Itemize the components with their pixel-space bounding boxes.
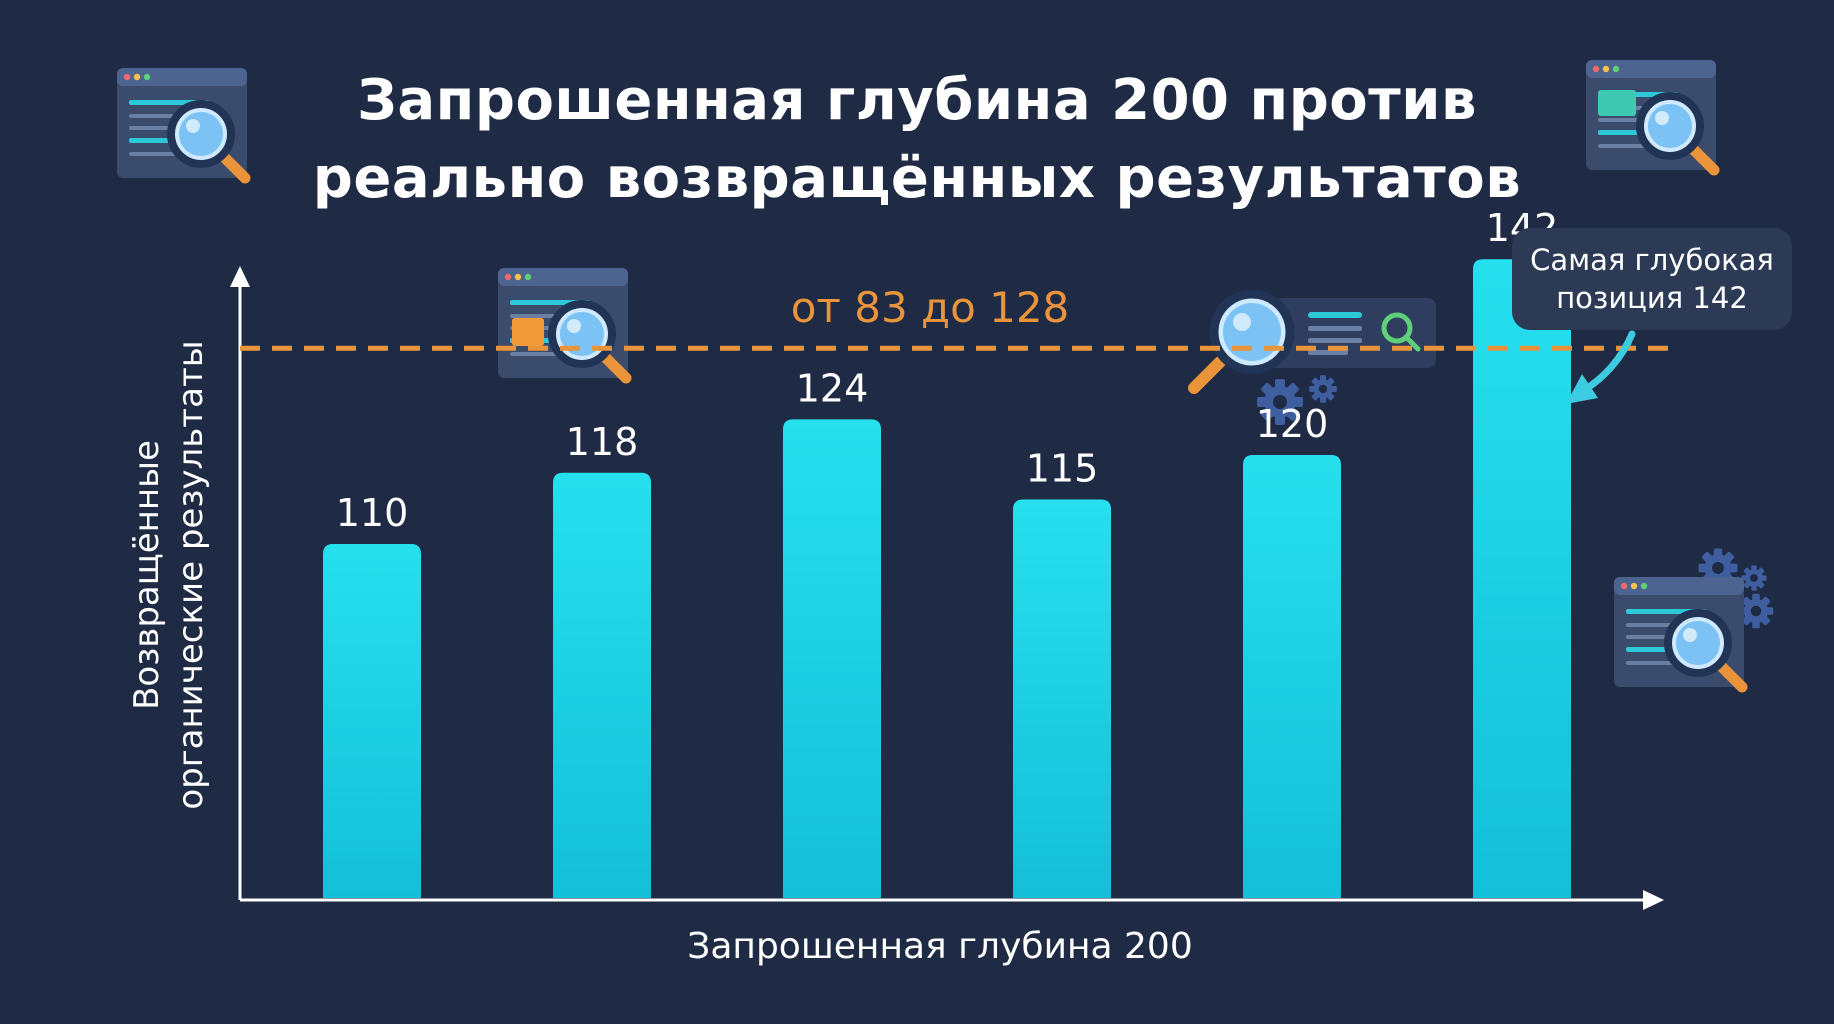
chart-title: Запрошенная глубина 200 против реально в… [0, 62, 1834, 218]
data-label-4: 115 [1026, 447, 1099, 491]
reference-layer: от 83 до 128 [240, 283, 1668, 351]
reference-line-label: от 83 до 128 [791, 283, 1070, 332]
y-axis-arrow [230, 266, 250, 287]
gear-icon [1309, 375, 1337, 403]
browser-search-icon [1614, 577, 1744, 687]
bar-6 [1473, 259, 1571, 898]
bar-4 [1013, 499, 1111, 898]
browser-search-icon [498, 268, 628, 378]
data-label-1: 110 [336, 491, 409, 535]
x-axis-label: Запрошенная глубина 200 [687, 926, 1193, 967]
magnifier-icon [1188, 289, 1436, 394]
bar-2 [553, 472, 651, 898]
callout-line-1: Самая глубокая [1530, 243, 1774, 277]
title-line-1: Запрошенная глубина 200 против [357, 68, 1477, 133]
bar-1 [323, 544, 421, 898]
gear-icon [1741, 565, 1767, 591]
y-axis-label-line-2: органические результаты [171, 340, 211, 810]
bar-3 [783, 419, 881, 898]
browser-search-icon [1586, 60, 1716, 170]
callout-box: Самая глубокая позиция 142 [1512, 228, 1792, 330]
data-label-3: 124 [796, 366, 869, 410]
x-axis-arrow [1643, 890, 1664, 910]
data-label-5: 120 [1256, 402, 1329, 446]
data-label-2: 118 [566, 420, 639, 464]
title-line-2: реально возвращённых результатов [312, 146, 1522, 211]
y-axis-label: Возвращённые органические результаты [125, 275, 213, 875]
bar-5 [1243, 455, 1341, 898]
y-axis-label-line-1: Возвращённые [127, 440, 167, 710]
callout-arrow-icon [1566, 330, 1636, 404]
callout-line-2: позиция 142 [1556, 281, 1748, 315]
bars-layer [323, 259, 1571, 898]
